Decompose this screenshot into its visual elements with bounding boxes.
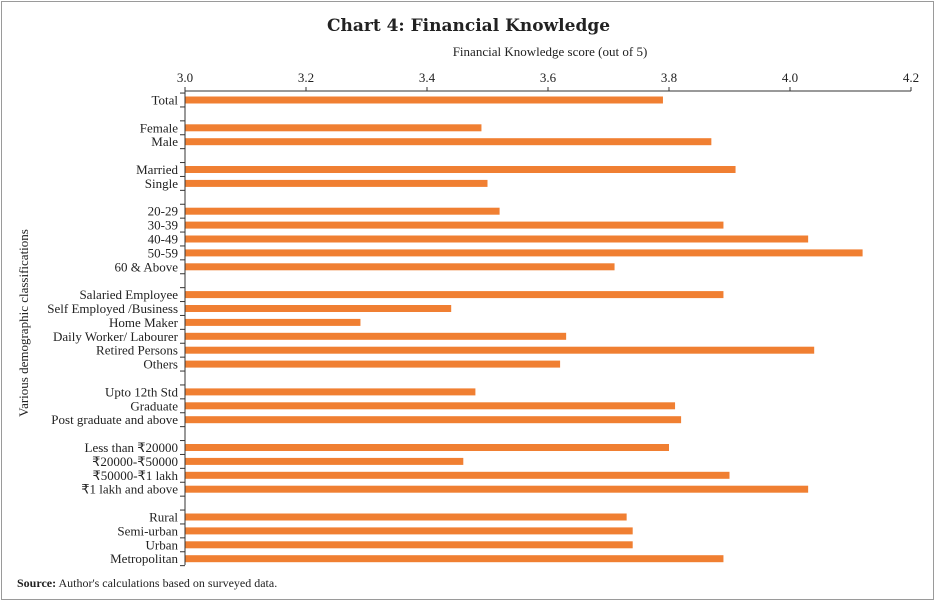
category-label: Male xyxy=(151,134,178,149)
category-label: Home Maker xyxy=(109,315,179,330)
bar xyxy=(185,166,736,173)
x-axis-label: Financial Knowledge score (out of 5) xyxy=(452,44,648,59)
bar xyxy=(185,124,482,132)
category-label: 30-39 xyxy=(148,218,178,233)
category-label: Urban xyxy=(146,537,179,552)
x-tick-label: 4.0 xyxy=(782,70,798,85)
chart-title: Chart 4: Financial Knowledge xyxy=(326,16,611,36)
bar xyxy=(185,263,615,271)
x-tick-label: 3.4 xyxy=(419,70,436,85)
category-label: Daily Worker/ Labourer xyxy=(53,329,179,344)
source-text: Author's calculations based on surveyed … xyxy=(58,576,278,590)
x-tick-label: 4.2 xyxy=(903,70,919,85)
category-label: Self Employed /Business xyxy=(47,301,178,316)
category-label: Salaried Employee xyxy=(79,287,178,302)
bar xyxy=(185,541,633,549)
bar xyxy=(185,235,809,243)
bar xyxy=(185,138,712,146)
bar xyxy=(185,291,724,299)
bar xyxy=(185,332,567,340)
category-label: ₹50000-₹1 lakh xyxy=(92,468,178,483)
category-label: Upto 12th Std xyxy=(105,384,178,399)
category-label: Graduate xyxy=(130,398,178,413)
category-label: 60 & Above xyxy=(114,259,178,274)
source-note: Source: Author's calculations based on s… xyxy=(17,576,277,591)
category-label: Others xyxy=(143,357,178,372)
source-label: Source: xyxy=(17,576,57,590)
category-label: Female xyxy=(140,120,178,135)
category-label: Less than ₹20000 xyxy=(85,440,178,455)
category-label: ₹20000-₹50000 xyxy=(92,454,178,469)
x-tick-label: 3.2 xyxy=(298,70,314,85)
bar xyxy=(185,444,669,451)
category-label: Married xyxy=(136,162,178,177)
bar xyxy=(185,249,863,257)
bar xyxy=(185,346,815,354)
bar xyxy=(185,416,682,424)
category-label: 50-59 xyxy=(148,245,178,260)
bar xyxy=(185,527,633,535)
category-label: 40-49 xyxy=(148,232,178,247)
bar xyxy=(185,96,663,104)
bar xyxy=(185,305,452,312)
category-label: Total xyxy=(151,93,178,108)
bar xyxy=(185,318,361,326)
category-label: Metropolitan xyxy=(110,551,178,566)
bar xyxy=(185,360,561,368)
bar xyxy=(185,485,809,493)
bar xyxy=(185,555,724,563)
bar xyxy=(185,402,676,410)
category-label: 20-29 xyxy=(148,204,178,219)
category-label: Post graduate and above xyxy=(51,412,178,427)
x-tick-label: 3.0 xyxy=(177,70,193,85)
category-label: Single xyxy=(145,176,178,191)
bar xyxy=(185,207,500,215)
x-tick-label: 3.8 xyxy=(661,70,677,85)
bar xyxy=(185,457,464,465)
bar xyxy=(185,179,488,187)
bar xyxy=(185,221,724,229)
category-label: Retired Persons xyxy=(96,343,178,358)
bar xyxy=(185,471,730,479)
category-label: ₹1 lakh and above xyxy=(81,482,178,497)
x-tick-label: 3.6 xyxy=(540,70,557,85)
bar xyxy=(185,513,627,521)
category-label: Rural xyxy=(149,510,178,525)
category-label: Semi-urban xyxy=(117,523,178,538)
bar xyxy=(185,388,476,396)
